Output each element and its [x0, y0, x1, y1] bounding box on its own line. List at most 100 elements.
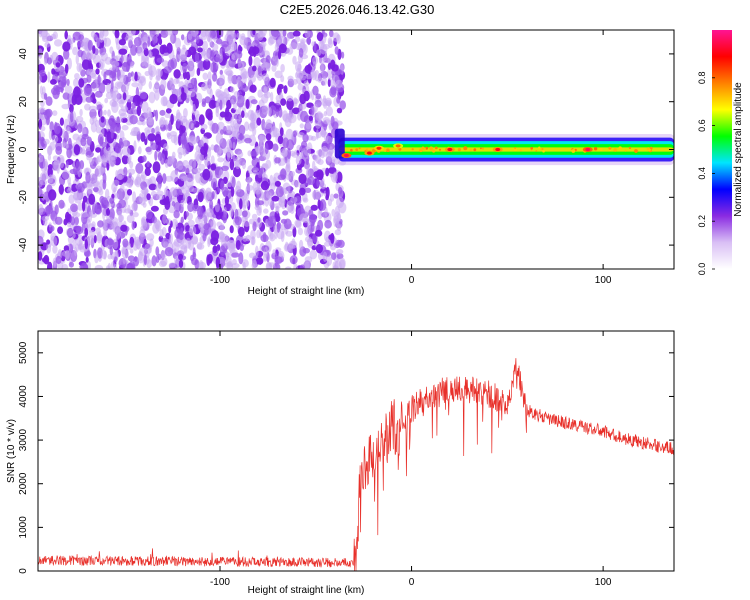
noise-speckle	[70, 203, 78, 213]
noise-speckle	[275, 100, 282, 106]
noise-speckle	[142, 155, 147, 163]
noise-speckle	[44, 205, 54, 215]
snr-y-axis-label: SNR (10 * v/v)	[6, 419, 17, 483]
noise-speckle	[266, 262, 272, 269]
noise-speckle	[329, 162, 335, 168]
noise-speckle	[282, 210, 289, 216]
noise-speckle	[94, 204, 103, 215]
noise-speckle	[294, 36, 301, 43]
noise-speckle	[58, 184, 64, 195]
noise-speckle	[40, 125, 46, 132]
noise-speckle	[156, 194, 164, 201]
y-tick-label: 0	[18, 568, 29, 574]
noise-speckle	[185, 211, 189, 217]
noise-speckle	[72, 133, 80, 141]
noise-speckle	[192, 103, 196, 116]
noise-speckle	[202, 211, 209, 223]
noise-speckle	[90, 31, 96, 38]
noise-speckle	[283, 85, 288, 94]
colorbar: 0.0 0.2 0.4 0.6 0.8 Normalized spectral ampl…	[697, 30, 744, 275]
noise-speckle	[127, 263, 136, 269]
signal-speckle	[530, 147, 533, 150]
noise-speckle	[256, 229, 261, 239]
snr-plot-area	[38, 331, 674, 571]
noise-speckle	[243, 221, 250, 227]
noise-speckle	[171, 86, 176, 94]
noise-speckle	[83, 264, 89, 269]
y-tick-label: 4000	[18, 385, 29, 408]
signal-speckle	[571, 149, 576, 153]
noise-speckle	[265, 240, 272, 253]
noise-speckle	[261, 105, 269, 115]
noise-speckle	[141, 55, 146, 67]
noise-speckle	[69, 37, 74, 45]
noise-speckle	[149, 51, 153, 57]
noise-speckle	[211, 56, 220, 63]
signal-speckle	[593, 147, 598, 151]
noise-speckle	[319, 199, 327, 211]
noise-speckle	[205, 108, 213, 120]
signal-peak	[395, 144, 401, 148]
noise-speckle	[101, 141, 107, 148]
noise-speckle	[44, 41, 51, 48]
noise-speckle	[102, 179, 107, 190]
noise-speckle	[333, 218, 337, 227]
noise-speckle	[292, 55, 297, 65]
noise-speckle	[210, 237, 219, 246]
noise-speckle	[231, 52, 239, 61]
noise-speckle	[282, 110, 288, 122]
noise-speckle	[337, 212, 341, 222]
noise-speckle	[146, 193, 151, 201]
signal-speckle	[463, 146, 468, 151]
noise-speckle	[229, 158, 235, 171]
noise-speckle	[103, 250, 107, 260]
noise-speckle	[120, 184, 125, 192]
noise-speckle	[131, 82, 140, 88]
noise-speckle	[162, 46, 170, 53]
noise-speckle	[308, 213, 317, 224]
noise-speckle	[137, 146, 142, 155]
noise-speckle	[66, 147, 72, 159]
noise-speckle	[238, 124, 246, 136]
colorbar-tick-label: 0.4	[697, 167, 707, 180]
noise-speckle	[264, 142, 269, 155]
noise-speckle	[122, 257, 127, 265]
noise-speckle	[91, 221, 96, 229]
noise-speckle	[125, 95, 133, 103]
noise-speckle	[106, 207, 110, 216]
noise-speckle	[226, 180, 233, 188]
noise-speckle	[38, 203, 44, 216]
noise-speckle	[307, 176, 316, 185]
noise-speckle	[201, 83, 208, 92]
noise-speckle	[130, 61, 134, 68]
noise-speckle	[152, 161, 161, 174]
noise-speckle	[98, 31, 104, 43]
noise-speckle	[162, 173, 167, 184]
noise-speckle	[75, 53, 80, 65]
noise-speckle	[288, 113, 297, 124]
noise-speckle	[183, 165, 192, 174]
noise-speckle	[164, 247, 174, 257]
noise-speckle	[297, 227, 303, 236]
noise-speckle	[43, 138, 50, 145]
noise-speckle	[140, 174, 145, 183]
noise-speckle	[84, 227, 89, 237]
noise-speckle	[122, 92, 127, 101]
noise-speckle	[100, 197, 109, 209]
noise-speckle	[40, 171, 48, 181]
noise-speckle	[238, 112, 242, 122]
signal-speckle	[419, 148, 423, 153]
signal-speckle	[649, 146, 653, 150]
noise-speckle	[38, 131, 41, 143]
noise-speckle	[248, 134, 257, 147]
noise-speckle	[330, 243, 337, 251]
noise-speckle	[106, 217, 114, 224]
noise-speckle	[287, 75, 294, 82]
noise-speckle	[50, 79, 57, 85]
noise-speckle	[126, 189, 133, 196]
noise-speckle	[252, 30, 256, 36]
noise-speckle	[85, 256, 89, 263]
noise-speckle	[95, 68, 100, 75]
noise-speckle	[215, 99, 219, 108]
noise-speckle	[278, 43, 287, 54]
